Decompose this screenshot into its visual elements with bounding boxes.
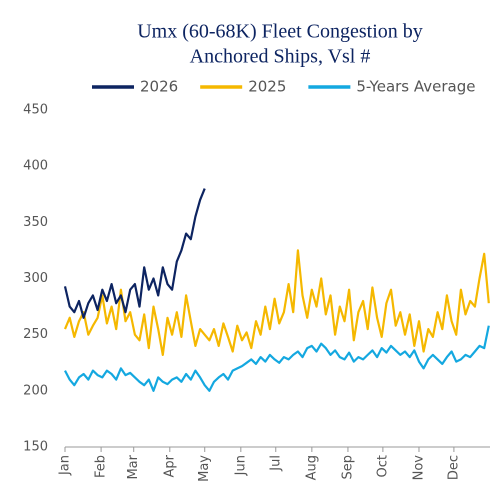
series-line [64, 325, 490, 392]
y-tick-label: 450 [23, 103, 48, 118]
legend-label: 2026 [140, 78, 178, 96]
y-tick-label: 400 [23, 159, 48, 174]
x-tick-label: Mar [126, 454, 141, 479]
x-tick-label: Sep [340, 455, 355, 480]
y-tick-label: 150 [23, 440, 48, 455]
series-line [63, 249, 490, 356]
legend-label: 2025 [248, 78, 286, 96]
x-tick-label: Jul [268, 455, 283, 472]
x-tick-label: Aug [304, 455, 319, 480]
x-tick-label: Jun [233, 455, 248, 476]
x-tick-label: Nov [411, 455, 426, 481]
x-tick-label: Jan [58, 455, 73, 476]
chart-title: Anchored Ships, Vsl # [190, 46, 371, 68]
series-line [63, 188, 206, 319]
chart-title: Umx (60-68K) Fleet Congestion by [137, 21, 423, 43]
x-tick-label: May [197, 455, 212, 482]
x-tick-label: Apr [162, 454, 177, 477]
y-tick-label: 200 [23, 383, 48, 398]
legend-label: 5-Years Average [356, 78, 475, 96]
x-tick-label: Dec [446, 455, 461, 480]
x-tick-label: Oct [375, 455, 390, 477]
y-tick-label: 250 [23, 327, 48, 342]
y-tick-label: 350 [23, 215, 48, 230]
y-tick-label: 300 [23, 271, 48, 286]
x-tick-label: Feb [94, 455, 109, 478]
